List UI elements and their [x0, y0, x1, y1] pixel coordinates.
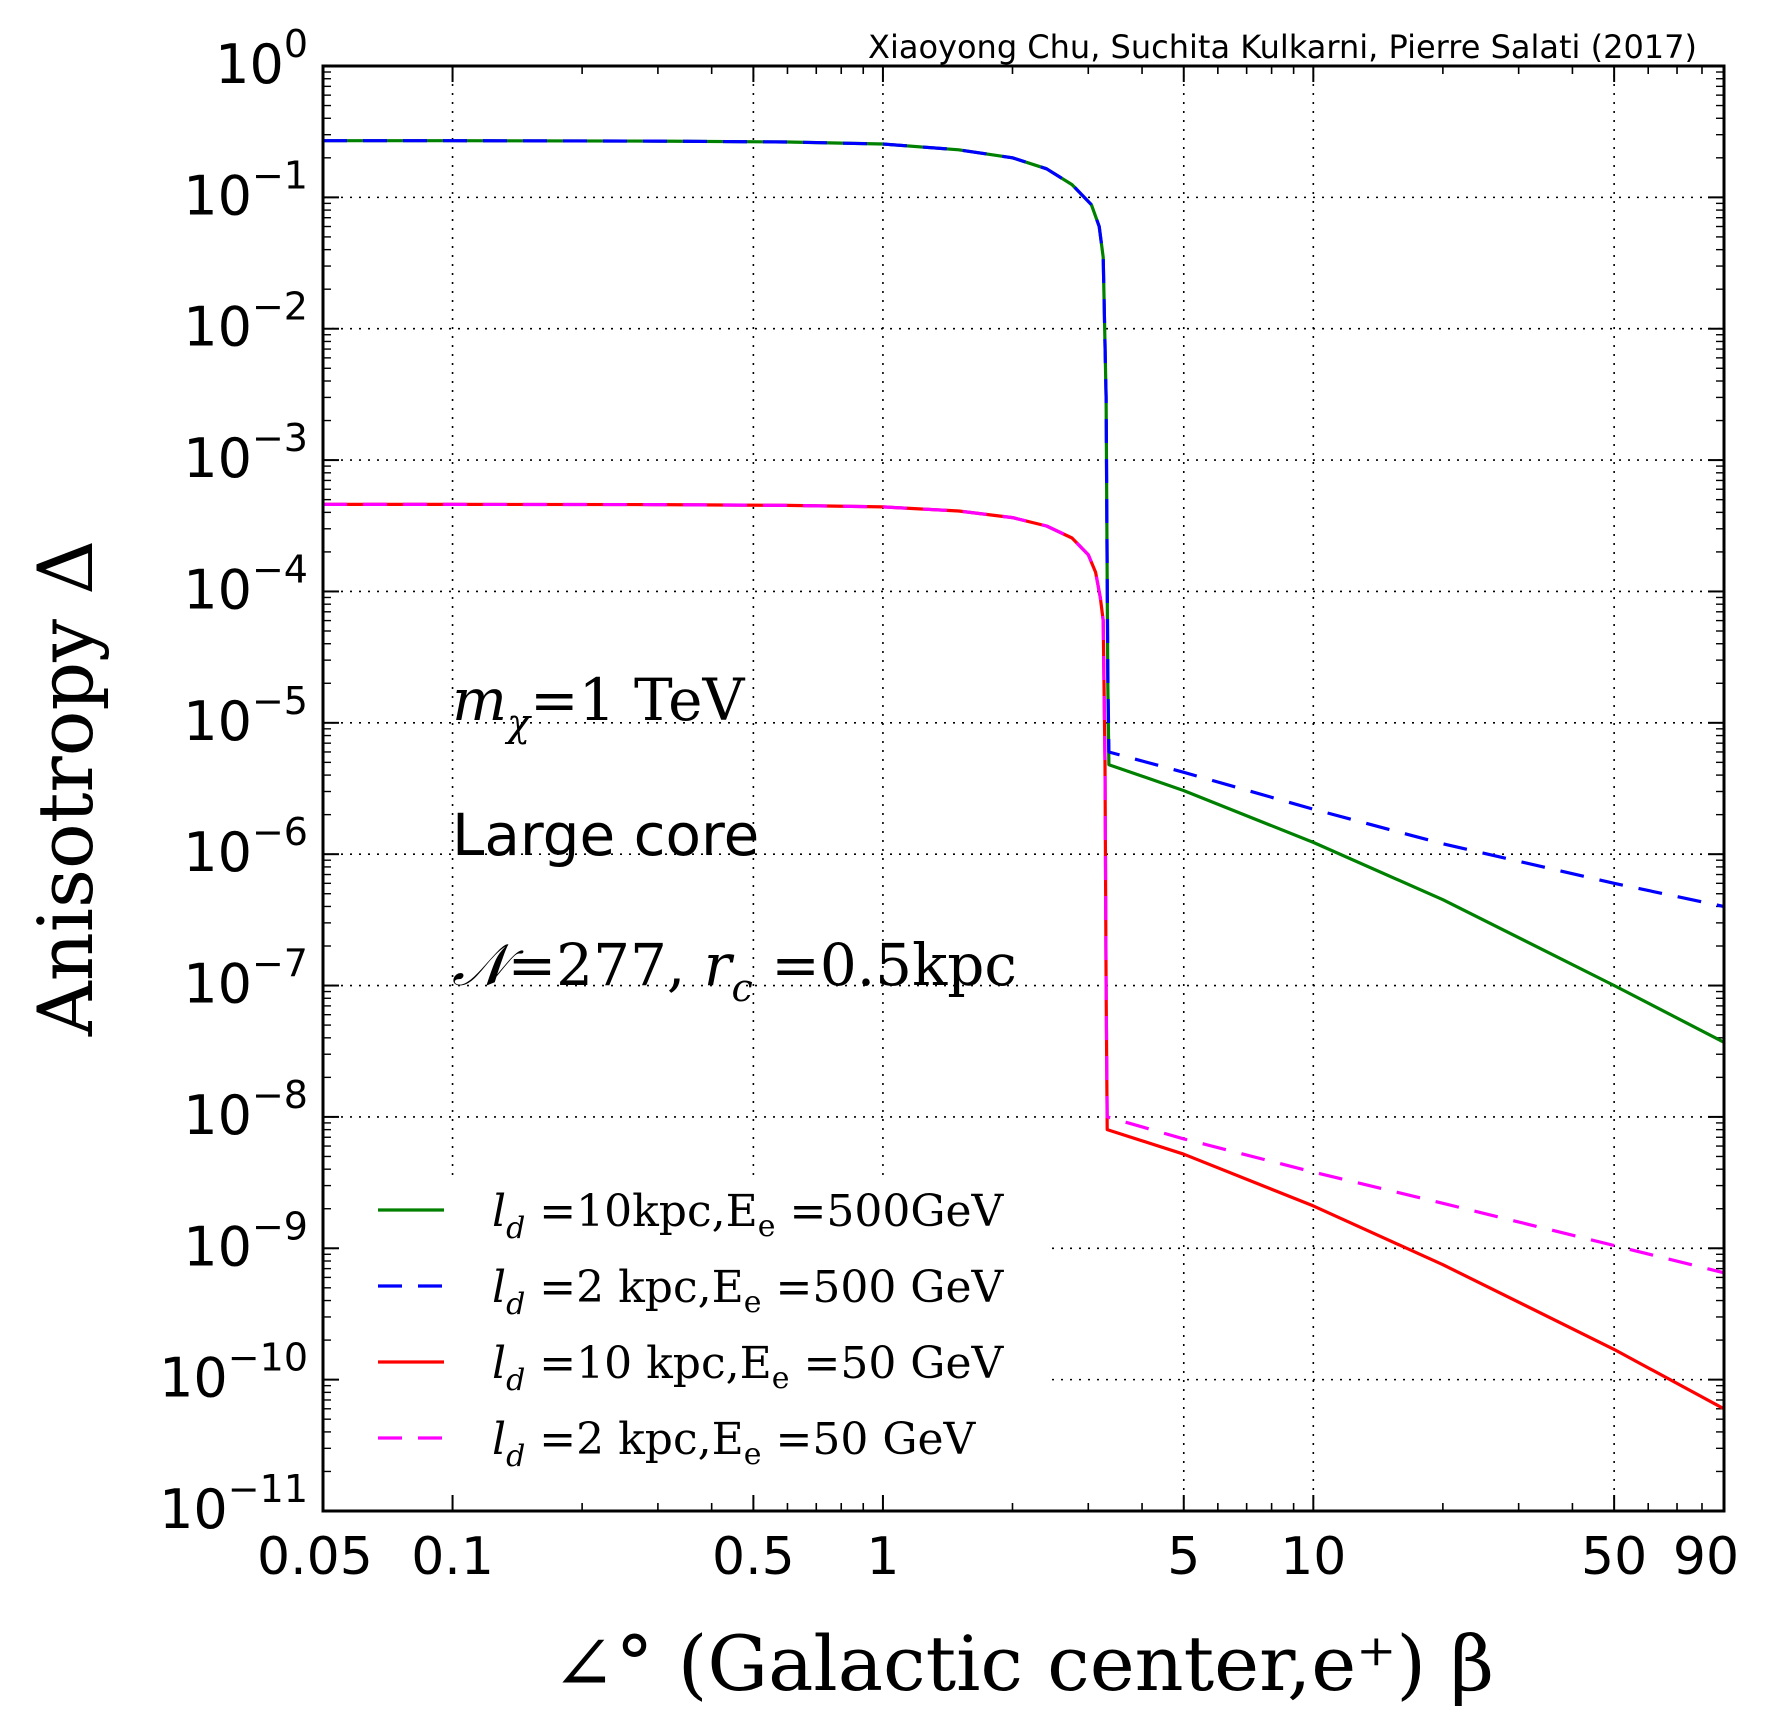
y-tick-label: 100 — [215, 22, 308, 96]
y-tick-label: 10−2 — [183, 285, 308, 359]
x-tick-label: 1 — [866, 1527, 899, 1587]
y-tick-labels: 100 10−1 10−2 10−3 10−4 10−5 10−6 10−7 10−8 10−9 1… — [159, 22, 308, 1541]
annotation-mass-text: =1 TeV — [530, 666, 745, 734]
legend-box — [340, 1175, 1048, 1495]
legend-label-3: ld =10 kpc,Ee =50 GeV — [492, 1338, 1004, 1398]
x-tick-label: 0.1 — [411, 1527, 494, 1587]
y-tick-label: 10−11 — [159, 1467, 308, 1541]
y-tick-label: 10−7 — [183, 942, 308, 1016]
svg-text:mχ=1 TeV: mχ=1 TeV — [452, 666, 745, 745]
x-tick-label: 0.5 — [712, 1527, 795, 1587]
x-tick-label: 90 — [1673, 1527, 1739, 1587]
y-tick-label: 10−5 — [183, 679, 308, 753]
svg-text:𝒩=277, rc =0.5kpc: 𝒩=277, rc =0.5kpc — [452, 931, 1017, 1010]
annotation-params-text1: =277, — [508, 931, 704, 999]
annotation-params-sub: c — [732, 966, 753, 1010]
legend-label-4: ld =2 kpc,Ee =50 GeV — [492, 1414, 977, 1474]
y-tick-label: 10−6 — [183, 810, 308, 884]
annotation-mass-symbol: m — [452, 666, 507, 734]
legend: ld =10kpc,Ee =500GeV ld =2 kpc,Ee =500 Ge… — [340, 1175, 1048, 1495]
annotation-params-r: r — [704, 931, 735, 999]
x-tick-labels: 0.05 0.1 0.5 1 5 10 50 90 — [257, 1527, 1739, 1587]
series-lines — [323, 139, 1724, 1411]
annotation-params: 𝒩=277, rc =0.5kpc — [452, 931, 1017, 1010]
annotation-mass-sub: χ — [504, 701, 532, 745]
annotation-profile: Large core — [452, 801, 759, 869]
credit-text: Xiaoyong Chu, Suchita Kulkarni, Pierre S… — [868, 28, 1697, 66]
y-tick-label: 10−1 — [183, 153, 308, 227]
series-line-2 — [323, 139, 1724, 909]
annotation-params-text2: =0.5kpc — [753, 931, 1017, 999]
annotation-mass: mχ=1 TeV — [452, 666, 745, 745]
y-tick-label: 10−10 — [159, 1336, 308, 1410]
x-tick-label: 50 — [1581, 1527, 1647, 1587]
y-tick-label: 10−8 — [183, 1073, 308, 1147]
plot-frame — [321, 64, 1726, 1513]
y-tick-label: 10−3 — [183, 416, 308, 490]
series-line-4 — [323, 502, 1724, 1275]
legend-label-2: ld =2 kpc,Ee =500 GeV — [492, 1262, 1004, 1322]
x-axis-label: ∠° (Galactic center,e⁺) β — [552, 1619, 1494, 1708]
legend-label-1: ld =10kpc,Ee =500GeV — [492, 1186, 1005, 1246]
x-tick-label: 10 — [1280, 1527, 1346, 1587]
y-tick-label: 10−4 — [183, 547, 308, 621]
x-tick-label: 5 — [1167, 1527, 1200, 1587]
x-tick-label: 0.05 — [257, 1527, 373, 1587]
legend-items: ld =10kpc,Ee =500GeV ld =2 kpc,Ee =500 Ge… — [378, 1186, 1005, 1474]
y-tick-label: 10−9 — [183, 1204, 308, 1278]
y-axis-label: Anisotropy Δ — [21, 540, 110, 1037]
